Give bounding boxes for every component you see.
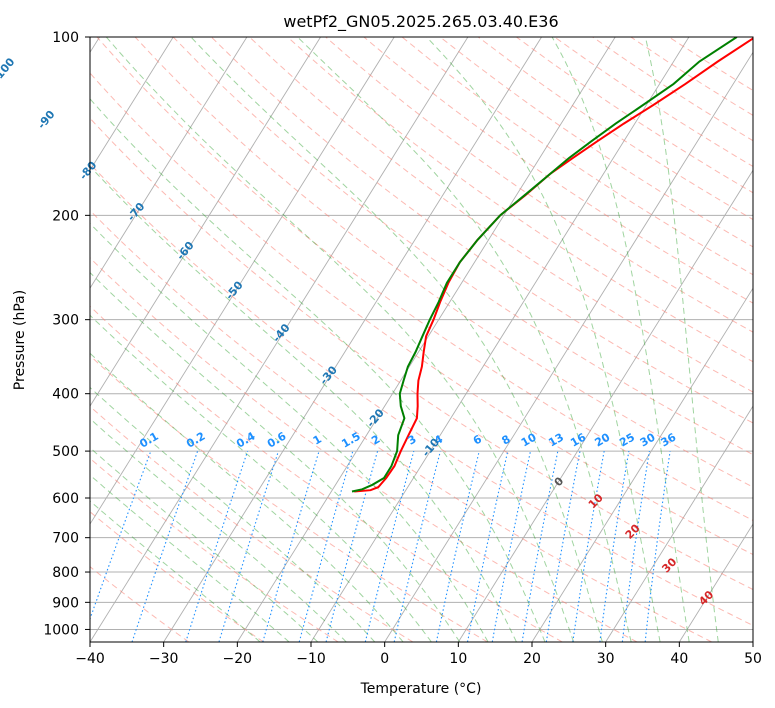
y-tick-label: 300 xyxy=(52,313,79,329)
x-tick-label: −20 xyxy=(223,651,253,667)
moist-adiabat-line xyxy=(90,222,489,642)
mixing-ratio-line xyxy=(393,450,441,642)
moist-adiabat-line xyxy=(90,474,290,642)
mixing-ratio-line xyxy=(185,450,249,642)
mixing-ratio-line xyxy=(599,451,630,642)
dry-adiabat-line xyxy=(90,72,753,556)
isotherm-line xyxy=(310,37,690,642)
x-tick-label: −30 xyxy=(149,651,179,667)
x-tick-label: 50 xyxy=(744,651,762,667)
moist-adiabat-line xyxy=(90,386,376,642)
dry-adiabat-line xyxy=(90,566,190,642)
mixing-ratio-line xyxy=(262,450,320,642)
y-tick-label: 200 xyxy=(52,208,79,224)
moist-adiabat-line xyxy=(297,37,632,642)
isotherm-line xyxy=(678,523,753,642)
dry-adiabat-line xyxy=(325,37,753,333)
temperature-profile-line xyxy=(354,37,753,493)
isotherm-line xyxy=(384,51,753,642)
moist-adiabat-line xyxy=(426,37,661,642)
dry-adiabat-line xyxy=(90,209,712,642)
moist-adiabat-line xyxy=(90,352,404,642)
mixing-ratio-line xyxy=(364,450,415,642)
x-axis-title: Temperature (°C) xyxy=(360,681,482,697)
isotherm-line xyxy=(90,37,174,172)
isotherm-line xyxy=(457,169,753,642)
x-tick-label: 10 xyxy=(449,651,467,667)
y-tick-label: 1000 xyxy=(43,622,79,638)
x-tick-label: 20 xyxy=(523,651,541,667)
x-tick-label: 0 xyxy=(380,651,389,667)
dewpoint-profile-line xyxy=(351,37,738,493)
y-tick-label: 500 xyxy=(52,444,79,460)
mixing-ratio-line xyxy=(435,450,480,642)
dry-adiabat-line xyxy=(134,37,753,488)
x-tick-label: −10 xyxy=(296,651,326,667)
isotherm-line xyxy=(90,37,321,407)
isotherm-line xyxy=(90,37,469,642)
isotherm-line xyxy=(90,37,395,525)
moist-adiabat-line xyxy=(551,37,690,642)
moist-adiabat-line xyxy=(90,500,261,642)
dry-adiabat-line xyxy=(90,511,264,642)
moist-adiabat-line xyxy=(644,37,719,642)
moist-adiabat-line xyxy=(90,98,546,642)
moist-adiabat-line xyxy=(105,37,575,642)
moist-adiabat-line xyxy=(90,417,347,642)
moist-adiabat-line xyxy=(90,314,432,642)
y-tick-label: 800 xyxy=(52,565,79,581)
isotherm-line xyxy=(531,287,753,642)
dry-adiabat-line xyxy=(90,405,414,642)
isotherm-line xyxy=(90,37,248,290)
moist-adiabat-line xyxy=(90,447,319,642)
dry-adiabat-line xyxy=(90,305,563,642)
mixing-ratio-line xyxy=(298,450,354,642)
mixing-ratio-line xyxy=(572,450,605,642)
dry-adiabat-line xyxy=(90,355,488,642)
mixing-ratio-line xyxy=(218,450,279,642)
dry-adiabat-line xyxy=(90,257,638,642)
y-tick-label: 400 xyxy=(52,387,79,403)
dry-adiabat-line xyxy=(90,117,753,591)
moist-adiabat-line xyxy=(90,271,461,642)
mixing-ratio-line xyxy=(644,451,671,642)
moist-adiabat-line xyxy=(190,37,603,642)
mixing-ratio-line xyxy=(621,451,650,642)
isotherm-line xyxy=(605,405,753,642)
y-tick-label: 600 xyxy=(52,491,79,507)
mixing-ratio-line xyxy=(325,450,379,642)
dry-adiabat-line xyxy=(172,37,753,456)
moist-adiabat-line xyxy=(90,165,517,642)
y-axis-title: Pressure (hPa) xyxy=(12,290,28,390)
x-tick-label: 40 xyxy=(670,651,688,667)
dry-adiabat-line xyxy=(90,457,339,642)
isotherm-line xyxy=(163,37,542,642)
mixing-ratio-line xyxy=(131,450,199,642)
dry-adiabat-line xyxy=(90,163,753,627)
x-tick-label: −40 xyxy=(75,651,105,667)
y-tick-label: 700 xyxy=(52,531,79,547)
x-tick-label: 30 xyxy=(597,651,615,667)
dry-adiabat-line xyxy=(96,37,753,521)
plot-frame xyxy=(89,36,754,643)
y-tick-label: 100 xyxy=(52,30,79,46)
chart-title: wetPf2_GN05.2025.265.03.40.E36 xyxy=(283,12,558,32)
y-tick-label: 900 xyxy=(52,595,79,611)
dry-adiabat-line xyxy=(287,37,753,363)
